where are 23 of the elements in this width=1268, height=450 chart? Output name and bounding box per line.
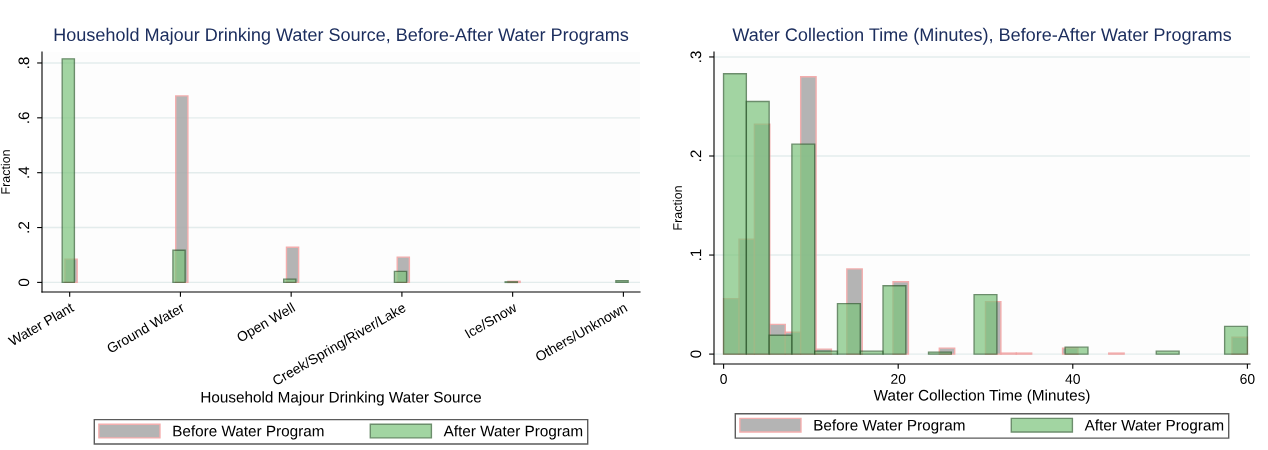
legend-label: Before Water Program [814, 419, 965, 434]
y-tick-label: .4 [18, 166, 30, 178]
y-tick-label: 0 [18, 278, 30, 287]
x-tick-label: 60 [1240, 374, 1255, 384]
y-tick-label: .2 [18, 221, 30, 233]
y-tick-label: .8 [18, 57, 30, 68]
x-tick-label: Water Plant [7, 301, 75, 347]
y-tick-label: .2 [690, 150, 702, 161]
chart-title: Water Collection Time (Minutes), Before-After Water Programs [732, 27, 1232, 45]
x-tick-label: 40 [1065, 374, 1080, 384]
y-tick-label: .1 [690, 249, 702, 261]
y-axis-title: Fraction [0, 150, 11, 194]
x-tick-label: 20 [891, 374, 906, 384]
y-tick-label: .6 [18, 112, 30, 123]
x-axis-title: Household Majour Drinking Water Source [201, 391, 481, 406]
legend-label: After Water Program [1084, 419, 1224, 434]
x-axis-title: Water Collection Time (Minutes) [873, 389, 1090, 404]
x-tick-label: 0 [720, 374, 727, 384]
chart-title: Household Majour Drinking Water Source, Before-After Water Programs [54, 27, 629, 45]
legend-label: After Water Program [443, 425, 583, 440]
y-axis-title: Fraction [672, 186, 683, 230]
y-tick-label: .3 [690, 51, 702, 62]
legend-label: Before Water Program [173, 425, 324, 440]
